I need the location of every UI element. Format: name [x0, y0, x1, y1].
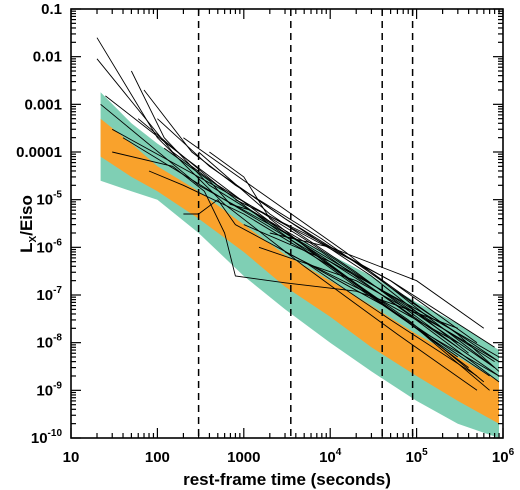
series-line-7 — [122, 137, 485, 383]
y-tick-label-5: 10-5 — [36, 190, 62, 209]
plot-frame — [70, 8, 504, 439]
axis-ticks — [70, 8, 504, 439]
y-tick-label-9: 10-9 — [36, 380, 62, 399]
y-axis-title-main: L — [17, 242, 36, 252]
series-line-21 — [269, 232, 485, 329]
x-tick-label-3: 1000 — [227, 449, 260, 466]
series-line-11 — [148, 170, 490, 391]
light-curves — [96, 37, 500, 391]
inner-band — [100, 118, 499, 424]
x-tick-label-5: 105 — [405, 447, 428, 466]
y-tick-label-2: 0.01 — [33, 49, 62, 66]
y-axis-title-sub: X — [28, 235, 39, 242]
series-line-15 — [183, 137, 495, 368]
y-tick-label-1: 0.1 — [41, 1, 62, 18]
series-line-23 — [284, 251, 459, 344]
y-tick-label-10: 10-10 — [31, 428, 63, 447]
y-tick-labels: 0.1 0.01 0.001 0.0001 10-5 10-6 10-7 10-8 10-9 10… — [16, 1, 62, 447]
confidence-bands — [100, 92, 499, 438]
series-line-13 — [163, 147, 500, 383]
series-line-24 — [303, 261, 490, 377]
y-axis-title: LX/Eiso — [17, 195, 39, 253]
x-tick-label-1: 10 — [63, 449, 80, 466]
x-tick-label-6: 106 — [492, 447, 515, 466]
x-tick-labels: 10 100 1000 104 105 106 — [63, 447, 515, 466]
y-axis-title-rest: /Eiso — [17, 195, 36, 236]
series-line-20 — [243, 224, 500, 358]
series-line-19 — [235, 199, 478, 344]
x-axis-title: rest-frame time (seconds) — [183, 470, 391, 489]
x-tick-label-2: 100 — [145, 449, 170, 466]
series-line-9 — [137, 118, 495, 368]
x-tick-label-4: 104 — [319, 447, 342, 466]
y-tick-label-3: 0.001 — [24, 96, 62, 113]
series-line-18 — [224, 176, 500, 372]
y-tick-label-4: 0.0001 — [16, 144, 62, 161]
y-tick-label-7: 10-7 — [36, 285, 62, 304]
y-tick-label-6: 10-6 — [36, 237, 62, 256]
y-tick-label-8: 10-8 — [36, 333, 62, 352]
